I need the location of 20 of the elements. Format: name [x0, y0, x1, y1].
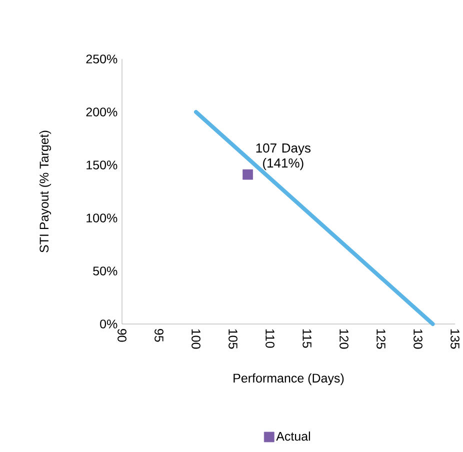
x-tick-label: 110	[266, 329, 274, 348]
x-tick-label: 95	[154, 328, 164, 342]
x-tick-label: 90	[118, 328, 126, 342]
x-tick-label: 105	[228, 329, 238, 349]
x-axis-title: Performance (Days)	[234, 373, 344, 386]
legend-label: Actual	[276, 432, 310, 441]
y-axis-title: STI Payout (% Target)	[39, 130, 52, 252]
y-tick-label: 150%	[86, 160, 118, 170]
x-tick-label: 130	[414, 329, 422, 349]
y-tick-label: 50%	[93, 266, 118, 276]
y-tick-label: 0%	[100, 320, 118, 328]
x-tick-label: 120	[340, 329, 348, 349]
y-tick-label: 250%	[86, 54, 118, 64]
x-tick-label: 100	[192, 329, 200, 349]
y-tick-label: 100%	[86, 214, 118, 222]
annotation: 107 Days (141%)	[256, 143, 311, 170]
x-tick-label: 115	[302, 329, 312, 348]
y-tick-label: 200%	[86, 108, 118, 116]
x-tick-label: 135	[450, 329, 460, 349]
x-tick-label: 125	[376, 329, 386, 349]
